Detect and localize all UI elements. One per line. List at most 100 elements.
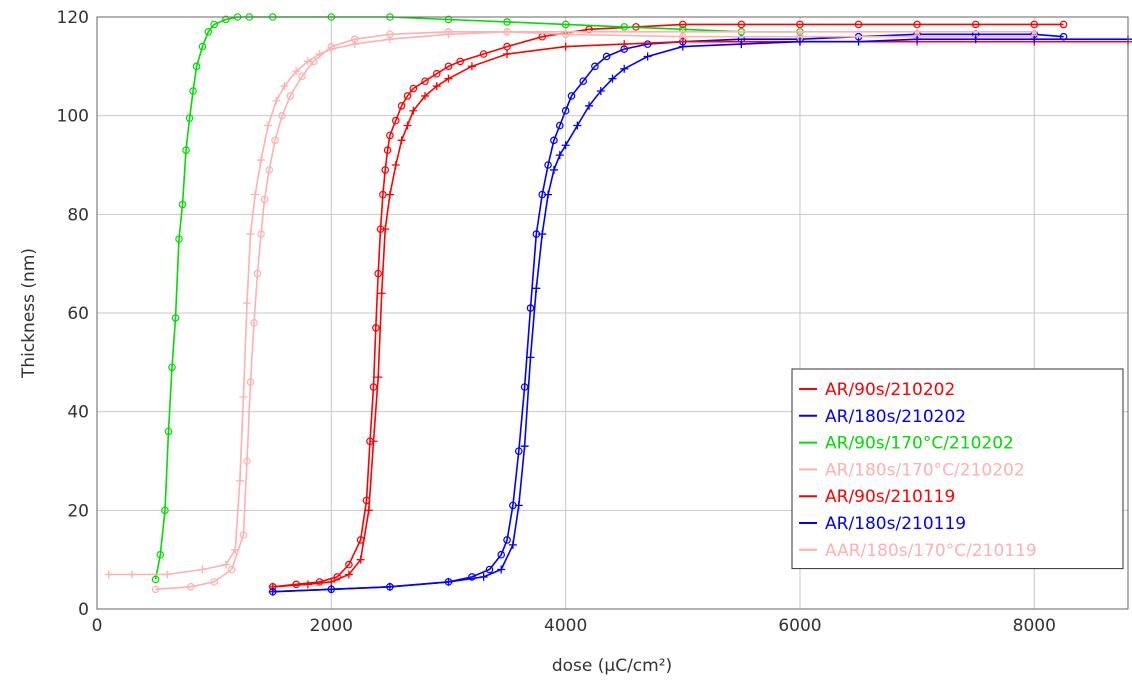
data-point	[913, 35, 922, 44]
data-point	[243, 457, 251, 465]
data-point	[549, 165, 558, 174]
data-point	[1030, 20, 1039, 29]
data-point	[303, 57, 312, 66]
data-point	[503, 27, 512, 36]
data-point	[192, 62, 201, 71]
legend-entry-label: AR/180s/210119	[825, 514, 966, 534]
data-point	[1059, 20, 1068, 29]
data-point	[315, 578, 324, 586]
data-point	[444, 577, 453, 586]
data-point	[198, 42, 207, 51]
data-point	[264, 121, 273, 130]
data-point	[128, 570, 137, 579]
data-point	[303, 580, 312, 589]
data-point	[198, 565, 207, 574]
data-point	[503, 18, 511, 26]
data-point	[391, 161, 400, 169]
data-point	[532, 284, 541, 293]
data-point	[913, 27, 922, 36]
data-point	[210, 578, 218, 586]
data-point	[164, 427, 173, 436]
data-point	[345, 560, 353, 569]
data-point	[550, 136, 558, 145]
data-point	[643, 52, 652, 61]
data-point	[796, 20, 804, 29]
data-point	[503, 42, 511, 51]
x-axis-label: dose (µC/cm²)	[552, 656, 672, 676]
data-point	[385, 35, 394, 44]
data-point	[260, 195, 269, 204]
data-point	[383, 146, 392, 155]
legend-entry-label: AR/90s/210119	[825, 487, 955, 507]
data-point	[163, 570, 172, 579]
data-point	[737, 40, 746, 49]
data-point	[381, 225, 390, 234]
data-point	[514, 447, 523, 455]
data-point	[795, 27, 804, 36]
data-point	[497, 550, 505, 559]
data-point	[468, 573, 476, 581]
data-point	[579, 77, 588, 85]
legend-entry-label: AR/180s/210202	[825, 407, 966, 427]
data-point	[403, 92, 412, 100]
data-point	[409, 106, 418, 115]
data-point	[253, 269, 262, 278]
plot-frame	[96, 16, 1129, 610]
data-point	[171, 314, 180, 322]
data-point	[620, 23, 629, 31]
data-point	[608, 74, 617, 83]
data-point	[508, 540, 517, 549]
y-tick-label: 120	[57, 8, 89, 28]
data-point	[168, 363, 176, 372]
y-tick-label: 100	[57, 107, 89, 127]
data-point	[678, 20, 687, 29]
data-point	[222, 15, 230, 24]
data-point	[444, 15, 453, 24]
data-point	[432, 69, 441, 78]
data-point	[444, 74, 453, 83]
data-point	[678, 42, 687, 51]
data-point	[221, 560, 230, 569]
data-point	[526, 304, 535, 312]
data-point	[350, 40, 359, 49]
series-line	[155, 30, 1035, 591]
data-point	[374, 269, 382, 278]
data-point	[239, 531, 248, 539]
y-axis-label: Thickness (nm)	[19, 248, 39, 379]
data-point	[503, 50, 512, 58]
data-point	[272, 96, 281, 105]
data-point	[591, 62, 599, 71]
data-point	[257, 156, 266, 165]
data-point	[327, 585, 336, 594]
data-point	[377, 289, 386, 298]
data-point	[278, 111, 286, 120]
series-5	[268, 37, 1132, 591]
data-point	[561, 27, 570, 36]
data-point	[231, 545, 240, 554]
data-point	[286, 92, 295, 100]
data-point	[327, 577, 336, 586]
data-point	[432, 82, 441, 91]
tick-labels: 0 2000 4000 6000 8000 0 20 40 60 80 100 120	[57, 8, 1056, 636]
data-point	[327, 45, 336, 54]
data-point	[175, 235, 183, 243]
data-point	[913, 20, 921, 29]
data-point	[479, 572, 488, 581]
data-point	[268, 587, 277, 596]
data-point	[544, 190, 553, 199]
data-point	[555, 151, 564, 160]
data-point	[178, 200, 187, 209]
data-point	[250, 319, 258, 327]
data-point	[421, 77, 429, 85]
data-point	[520, 442, 529, 451]
data-point	[265, 166, 274, 174]
data-point	[444, 30, 453, 39]
data-point	[369, 437, 378, 446]
data-point	[971, 35, 980, 44]
data-point	[356, 555, 365, 564]
data-point	[242, 299, 251, 308]
data-point	[385, 582, 394, 591]
data-point	[292, 67, 301, 76]
data-point	[538, 230, 547, 239]
